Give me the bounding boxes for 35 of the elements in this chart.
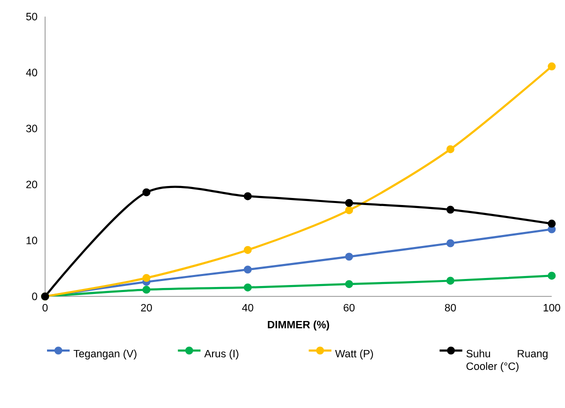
y-tick-label: 30 (26, 124, 38, 132)
legend-label: Tegangan (V) (74, 350, 136, 360)
x-tick-label: 20 (141, 304, 152, 312)
y-tick-label: 10 (26, 236, 38, 244)
y-tick-label: 0 (32, 292, 38, 300)
point (446, 206, 454, 214)
point (446, 145, 454, 154)
x-tick-label: 0 (42, 304, 48, 312)
y-tick-label: 40 (26, 68, 38, 76)
point (345, 199, 354, 208)
x-axis-title: DIMMER (%) (268, 320, 330, 331)
point (142, 188, 150, 196)
y-tick-label: 50 (26, 12, 38, 20)
point (446, 239, 454, 248)
point (142, 286, 150, 294)
point (244, 246, 252, 254)
x-tick-label: 100 (544, 304, 560, 312)
legend-label: Watt (P) (335, 350, 373, 360)
y-tick-label: 20 (26, 180, 38, 188)
x-tick-label: 80 (444, 304, 456, 312)
point (244, 266, 252, 274)
point (244, 284, 252, 292)
legend-label: Arus (I) (204, 350, 238, 360)
point (345, 280, 354, 288)
point (345, 252, 354, 261)
point (345, 206, 354, 214)
point (548, 220, 556, 228)
point (244, 192, 252, 200)
x-tick-label: 60 (344, 304, 355, 312)
point (446, 276, 454, 285)
legend-label: Suhu Ruang Cooler (°C) (466, 350, 548, 372)
point (548, 62, 556, 70)
point (142, 274, 150, 282)
x-tick-label: 40 (242, 304, 254, 312)
point (548, 272, 556, 280)
